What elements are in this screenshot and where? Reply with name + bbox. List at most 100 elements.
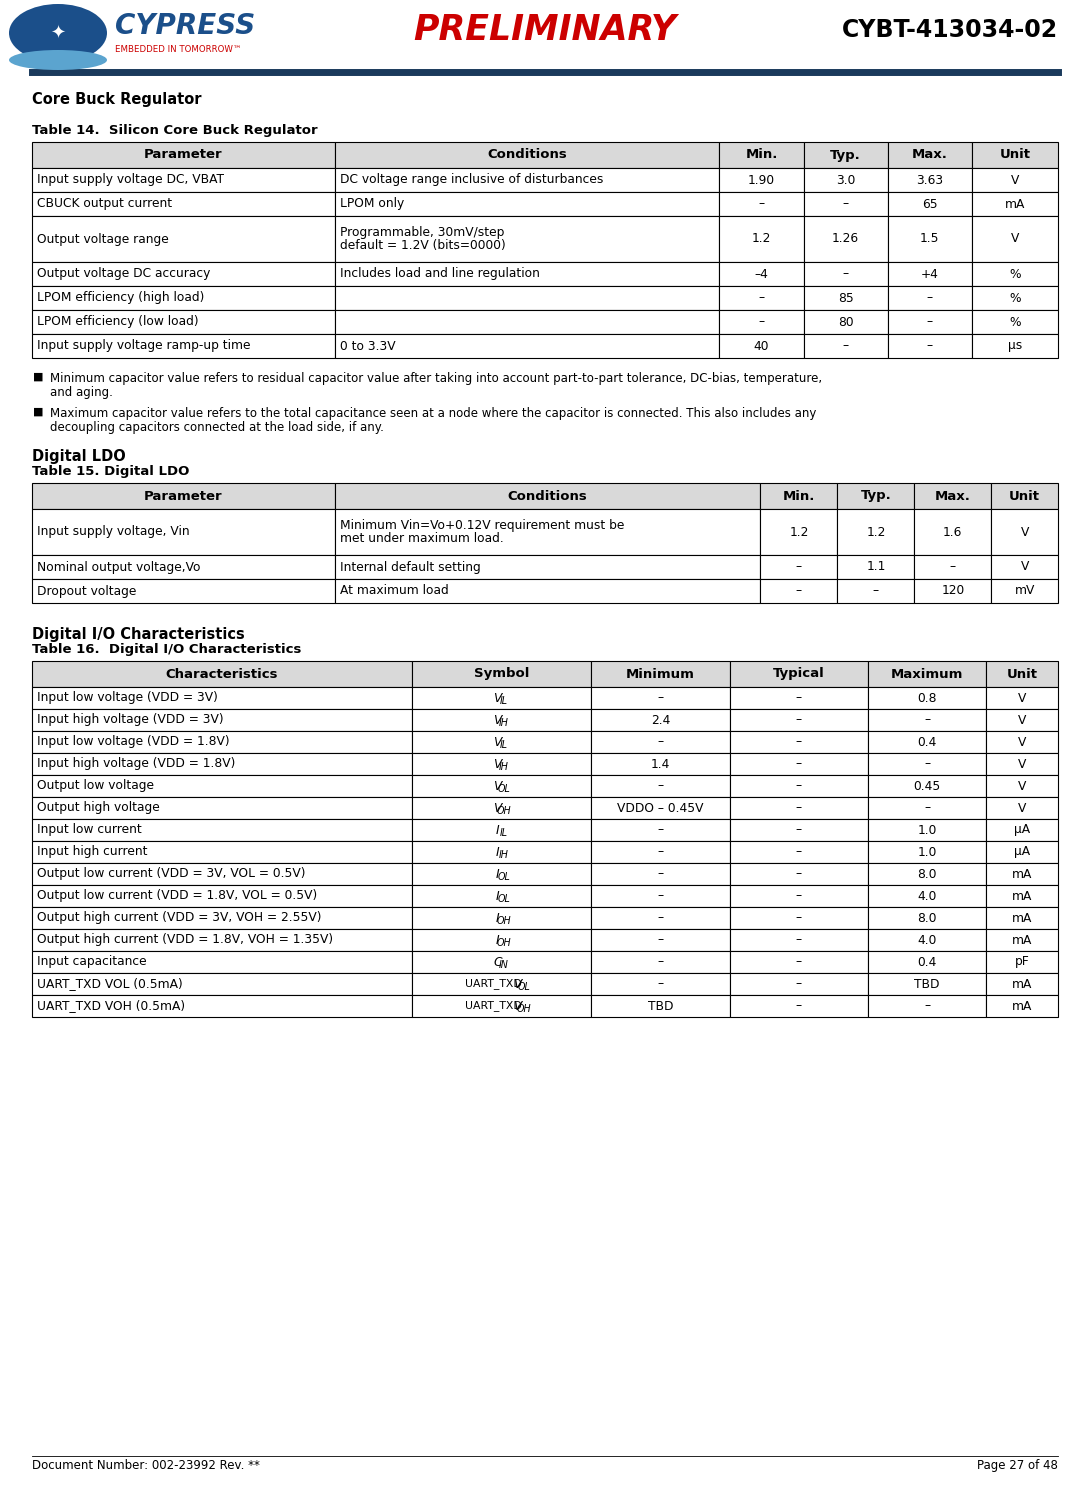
Text: 1.90: 1.90 bbox=[748, 173, 775, 187]
Bar bbox=[32, 580, 335, 604]
Text: –: – bbox=[796, 977, 802, 991]
Bar bbox=[991, 554, 1058, 580]
Bar bbox=[869, 929, 986, 952]
Bar bbox=[412, 884, 591, 907]
Bar bbox=[986, 819, 1058, 841]
Text: IL: IL bbox=[500, 828, 508, 838]
Text: IH: IH bbox=[499, 850, 509, 861]
Text: 2.4: 2.4 bbox=[651, 714, 670, 726]
Text: Document Number: 002-23992 Rev. **: Document Number: 002-23992 Rev. ** bbox=[32, 1460, 259, 1472]
Text: V: V bbox=[1018, 780, 1027, 792]
Bar bbox=[837, 509, 915, 554]
Bar bbox=[887, 217, 972, 261]
Text: I: I bbox=[496, 889, 499, 902]
Text: 1.1: 1.1 bbox=[867, 560, 885, 574]
Bar bbox=[412, 952, 591, 973]
Text: CYBT-413034-02: CYBT-413034-02 bbox=[841, 18, 1058, 42]
Text: –: – bbox=[657, 846, 664, 859]
Bar bbox=[335, 167, 719, 193]
Text: Symbol: Symbol bbox=[474, 668, 529, 680]
Text: Input supply voltage DC, VBAT: Input supply voltage DC, VBAT bbox=[37, 173, 225, 187]
Ellipse shape bbox=[9, 4, 107, 61]
Text: Max.: Max. bbox=[912, 148, 947, 161]
Text: μs: μs bbox=[1008, 339, 1022, 353]
Text: Typ.: Typ. bbox=[831, 148, 861, 161]
Bar bbox=[986, 973, 1058, 995]
Bar bbox=[803, 217, 887, 261]
Text: OH: OH bbox=[497, 938, 511, 949]
Bar bbox=[887, 167, 972, 193]
Bar bbox=[986, 775, 1058, 796]
Bar bbox=[915, 509, 991, 554]
Text: Min.: Min. bbox=[746, 148, 777, 161]
Bar bbox=[869, 753, 986, 775]
Bar bbox=[412, 929, 591, 952]
Bar bbox=[32, 687, 412, 710]
Bar bbox=[729, 864, 869, 884]
Bar bbox=[591, 753, 729, 775]
Text: 3.63: 3.63 bbox=[917, 173, 943, 187]
Bar bbox=[32, 819, 412, 841]
Text: –: – bbox=[796, 692, 802, 705]
Text: IL: IL bbox=[500, 696, 508, 707]
Bar bbox=[761, 483, 837, 509]
Bar bbox=[729, 660, 869, 687]
Bar bbox=[869, 907, 986, 929]
Bar bbox=[729, 841, 869, 864]
Text: Typ.: Typ. bbox=[860, 490, 892, 502]
Bar bbox=[869, 731, 986, 753]
Text: –: – bbox=[657, 977, 664, 991]
Text: –: – bbox=[924, 801, 930, 814]
Bar bbox=[32, 731, 412, 753]
Bar bbox=[986, 796, 1058, 819]
Text: V: V bbox=[1018, 714, 1027, 726]
Text: –: – bbox=[796, 956, 802, 968]
Bar bbox=[869, 710, 986, 731]
Bar bbox=[591, 660, 729, 687]
Text: mV: mV bbox=[1015, 584, 1034, 598]
Text: –: – bbox=[796, 889, 802, 902]
Bar bbox=[803, 309, 887, 335]
Bar bbox=[972, 142, 1058, 167]
Text: –: – bbox=[926, 291, 933, 305]
Text: OL: OL bbox=[498, 872, 510, 883]
Bar bbox=[803, 167, 887, 193]
Bar bbox=[32, 167, 335, 193]
Text: PRELIMINARY: PRELIMINARY bbox=[413, 13, 677, 46]
Bar bbox=[719, 217, 803, 261]
Text: 0 to 3.3V: 0 to 3.3V bbox=[340, 339, 396, 353]
Bar bbox=[335, 142, 719, 167]
Text: Input supply voltage, Vin: Input supply voltage, Vin bbox=[37, 526, 190, 538]
Text: 0.8: 0.8 bbox=[918, 692, 937, 705]
Text: –: – bbox=[926, 315, 933, 329]
Bar bbox=[591, 775, 729, 796]
Text: –: – bbox=[759, 291, 764, 305]
Text: –: – bbox=[657, 780, 664, 792]
Text: I: I bbox=[496, 868, 499, 880]
Text: %: % bbox=[1009, 315, 1020, 329]
Text: I: I bbox=[496, 823, 499, 837]
Text: LPOM efficiency (low load): LPOM efficiency (low load) bbox=[37, 315, 198, 329]
Text: CBUCK output current: CBUCK output current bbox=[37, 197, 172, 211]
Bar bbox=[719, 193, 803, 217]
Bar bbox=[729, 731, 869, 753]
Bar bbox=[32, 660, 412, 687]
Bar bbox=[837, 554, 915, 580]
Bar bbox=[803, 142, 887, 167]
Text: Internal default setting: Internal default setting bbox=[340, 560, 481, 574]
Bar bbox=[972, 261, 1058, 285]
Bar bbox=[591, 884, 729, 907]
Bar bbox=[803, 285, 887, 309]
Bar bbox=[335, 193, 719, 217]
Text: 1.6: 1.6 bbox=[943, 526, 962, 538]
Bar bbox=[729, 929, 869, 952]
Bar bbox=[32, 710, 412, 731]
Bar bbox=[32, 929, 412, 952]
Bar bbox=[335, 285, 719, 309]
Bar bbox=[869, 687, 986, 710]
Bar bbox=[32, 193, 335, 217]
Bar bbox=[335, 261, 719, 285]
Text: Includes load and line regulation: Includes load and line regulation bbox=[340, 267, 540, 281]
Text: –: – bbox=[759, 197, 764, 211]
Bar bbox=[869, 796, 986, 819]
